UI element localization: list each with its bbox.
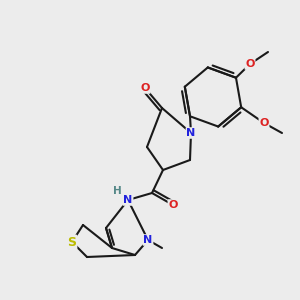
Text: O: O	[140, 83, 150, 93]
Text: N: N	[143, 235, 153, 245]
Text: H: H	[112, 186, 122, 196]
Text: O: O	[245, 59, 255, 69]
Text: N: N	[123, 195, 133, 205]
Text: O: O	[259, 118, 269, 128]
Text: O: O	[168, 200, 178, 210]
Text: N: N	[186, 128, 196, 138]
Text: S: S	[68, 236, 76, 248]
